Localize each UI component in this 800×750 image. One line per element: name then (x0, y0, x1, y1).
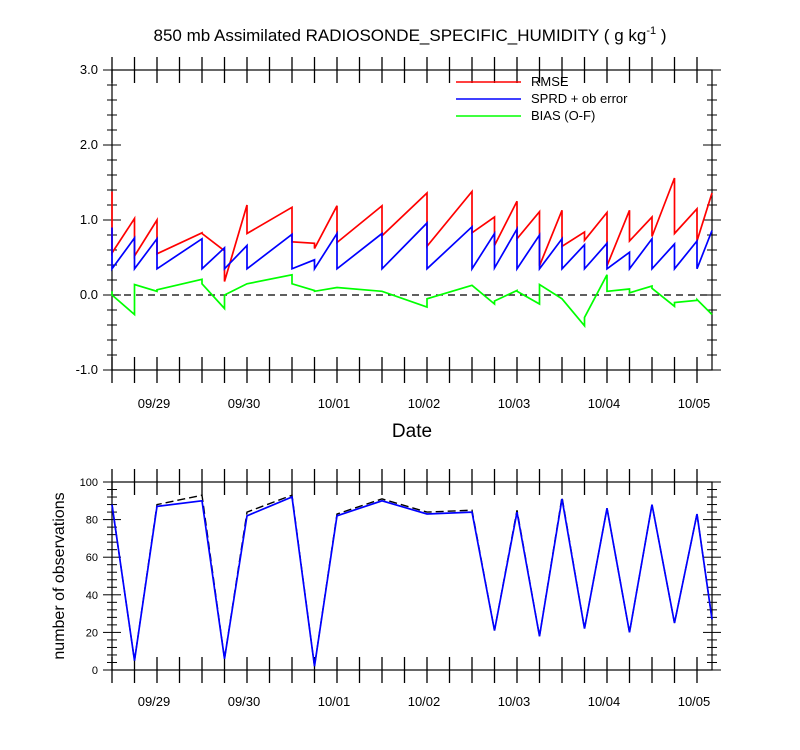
chart-title-main: 850 mb Assimilated RADIOSONDE_SPECIFIC_H… (154, 26, 647, 45)
bottom-plot-frame (111, 481, 713, 671)
x-tick-label: 10/01 (318, 396, 351, 411)
series-line-assimilated (111, 495, 713, 667)
y-tick-label: 40 (86, 590, 98, 602)
x-tick-label: 09/29 (138, 694, 171, 709)
y-tick-label: 2.0 (80, 137, 98, 152)
legend: RMSE SPRD + ob error BIAS (O-F) (456, 74, 628, 123)
bottom-panel: 0 20 40 60 80 100 09/29 09/30 10/01 10/02 10/03 10… (51, 469, 721, 709)
series-line-bias-o-f (111, 273, 713, 329)
x-tick-label: 10/04 (588, 694, 621, 709)
top-x-axis-label: Date (392, 421, 432, 442)
x-tick-label: 10/05 (678, 396, 711, 411)
y-tick-label: 100 (80, 477, 98, 489)
x-tick-label: 10/03 (498, 396, 531, 411)
y-tick-label: 20 (86, 627, 98, 639)
y-tick-label: -1.0 (76, 362, 98, 377)
series-line-sprd-ob-error (111, 220, 713, 272)
y-tick-label: 0 (92, 665, 98, 677)
x-tick-label: 10/03 (498, 694, 531, 709)
series-line-rmse (111, 177, 713, 282)
chart-title-end: ) (656, 26, 666, 45)
top-panel: -1.0 0.0 1.0 2.0 3.0 09/29 09/30 10/01 10/02 10/… (76, 57, 721, 442)
x-tick-label: 10/02 (408, 694, 441, 709)
legend-label-rmse: RMSE (531, 74, 569, 89)
y-tick-label: 80 (86, 515, 98, 527)
bottom-y-tick-labels: 0 20 40 60 80 100 (80, 477, 98, 677)
top-series (111, 177, 713, 329)
legend-label-bias: BIAS (O-F) (531, 108, 595, 123)
x-tick-label: 10/04 (588, 396, 621, 411)
legend-label-sprd: SPRD + ob error (531, 91, 628, 106)
y-tick-label: 1.0 (80, 212, 98, 227)
chart-title: 850 mb Assimilated RADIOSONDE_SPECIFIC_H… (154, 25, 667, 45)
bottom-series (111, 494, 713, 667)
y-tick-label: 3.0 (80, 62, 98, 77)
top-plot-frame (111, 69, 713, 371)
x-tick-label: 10/05 (678, 694, 711, 709)
top-x-tick-labels: 09/29 09/30 10/01 10/02 10/03 10/04 10/05 (138, 396, 711, 411)
x-tick-label: 09/30 (228, 694, 261, 709)
x-tick-label: 10/01 (318, 694, 351, 709)
series-line-possible-dashed (111, 494, 713, 667)
y-tick-label: 0.0 (80, 287, 98, 302)
bottom-y-axis-label: number of observations (51, 492, 68, 659)
y-tick-label: 60 (86, 552, 98, 564)
top-y-tick-labels: -1.0 0.0 1.0 2.0 3.0 (76, 62, 98, 377)
bottom-x-tick-labels: 09/29 09/30 10/01 10/02 10/03 10/04 10/05 (138, 694, 711, 709)
x-tick-label: 10/02 (408, 396, 441, 411)
x-tick-label: 09/29 (138, 396, 171, 411)
bottom-ticks (103, 469, 721, 683)
top-ticks (103, 57, 721, 383)
x-tick-label: 09/30 (228, 396, 261, 411)
chart-title-superscript: -1 (646, 25, 656, 37)
